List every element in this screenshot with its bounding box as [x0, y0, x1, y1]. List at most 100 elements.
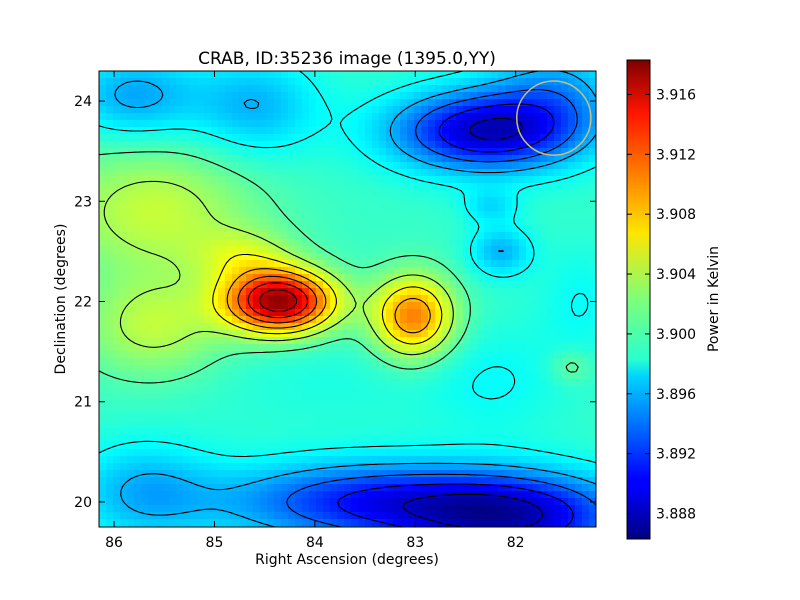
heat-cell: [484, 428, 492, 436]
heat-cell: [456, 407, 464, 415]
heat-cell: [442, 246, 450, 254]
heat-cell: [512, 491, 520, 499]
heat-cell: [113, 414, 121, 422]
x-tick-label: 84: [306, 535, 324, 551]
heat-cell: [190, 99, 198, 107]
heat-cell: [113, 435, 121, 443]
heat-cell: [526, 428, 534, 436]
heat-cell: [351, 323, 359, 331]
heat-cell: [253, 155, 261, 163]
heat-cell: [337, 407, 345, 415]
heat-cell: [449, 428, 457, 436]
heat-cell: [456, 218, 464, 226]
heat-cell: [498, 512, 506, 520]
heat-cell: [274, 204, 282, 212]
heat-cell: [337, 519, 345, 527]
heat-cell: [218, 211, 226, 219]
heat-cell: [113, 260, 121, 268]
heat-cell: [127, 85, 135, 93]
heat-cell: [281, 379, 289, 387]
heat-cell: [512, 449, 520, 457]
heat-cell: [582, 176, 590, 184]
heat-cell: [239, 351, 247, 359]
heat-cell: [407, 400, 415, 408]
heat-cell: [134, 176, 142, 184]
heat-cell: [442, 127, 450, 135]
heat-cell: [407, 274, 415, 282]
heat-cell: [183, 337, 191, 345]
heat-cell: [253, 365, 261, 373]
heat-cell: [155, 127, 163, 135]
heat-cell: [197, 337, 205, 345]
heat-cell: [190, 477, 198, 485]
heat-cell: [358, 183, 366, 191]
heat-cell: [428, 358, 436, 366]
heat-cell: [393, 505, 401, 513]
heat-cell: [372, 463, 380, 471]
heat-cell: [505, 232, 513, 240]
heat-cell: [365, 372, 373, 380]
heat-cell: [190, 127, 198, 135]
heat-cell: [239, 512, 247, 520]
heat-cell: [162, 316, 170, 324]
heat-cell: [575, 344, 583, 352]
heat-cell: [358, 442, 366, 450]
heat-cell: [246, 162, 254, 170]
heat-cell: [463, 169, 471, 177]
heat-cell: [204, 316, 212, 324]
heat-cell: [197, 330, 205, 338]
heat-cell: [281, 302, 289, 310]
heat-cell: [435, 239, 443, 247]
heat-cell: [246, 330, 254, 338]
heat-cell: [288, 449, 296, 457]
heat-cell: [148, 372, 156, 380]
heat-cell: [561, 92, 569, 100]
heat-cell: [267, 162, 275, 170]
heat-cell: [218, 295, 226, 303]
heat-cell: [337, 505, 345, 513]
heat-cell: [491, 498, 499, 506]
heat-cell: [421, 400, 429, 408]
heat-cell: [568, 190, 576, 198]
heat-cell: [274, 512, 282, 520]
heat-cell: [456, 351, 464, 359]
heat-cell: [470, 442, 478, 450]
heat-cell: [113, 183, 121, 191]
heat-cell: [589, 323, 596, 331]
heat-cell: [505, 190, 513, 198]
heat-cell: [477, 505, 485, 513]
heat-cell: [554, 442, 562, 450]
heat-cell: [127, 92, 135, 100]
heat-cell: [239, 204, 247, 212]
heat-cell: [568, 379, 576, 387]
heat-cell: [379, 183, 387, 191]
heat-cell: [554, 477, 562, 485]
heat-cell: [197, 316, 205, 324]
heat-cell: [393, 218, 401, 226]
heat-cell: [155, 316, 163, 324]
heat-cell: [561, 351, 569, 359]
heat-cell: [484, 337, 492, 345]
heat-cell: [358, 421, 366, 429]
heat-cell: [519, 246, 527, 254]
heat-cell: [463, 246, 471, 254]
heat-cell: [120, 428, 128, 436]
heat-cell: [106, 295, 114, 303]
heat-cell: [435, 148, 443, 156]
heat-cell: [554, 400, 562, 408]
heat-cell: [393, 512, 401, 520]
heat-cell: [169, 71, 177, 79]
heat-cell: [204, 323, 212, 331]
heat-cell: [519, 484, 527, 492]
heat-cell: [106, 351, 114, 359]
heat-cell: [274, 246, 282, 254]
heat-cell: [575, 330, 583, 338]
heat-cell: [127, 288, 135, 296]
heat-cell: [148, 309, 156, 317]
heat-cell: [428, 127, 436, 135]
heat-cell: [120, 484, 128, 492]
heat-cell: [498, 435, 506, 443]
heat-cell: [498, 414, 506, 422]
heat-cell: [442, 267, 450, 275]
heat-cell: [435, 491, 443, 499]
